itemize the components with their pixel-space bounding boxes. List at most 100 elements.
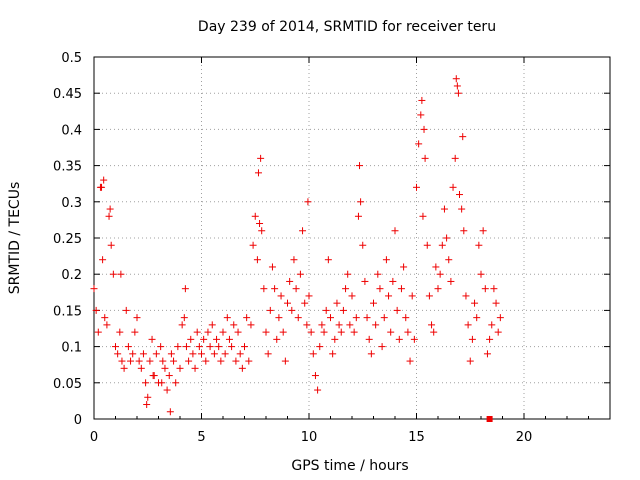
data-point xyxy=(223,314,231,322)
x-tick-label: 5 xyxy=(197,430,205,445)
data-point xyxy=(161,364,169,372)
data-point xyxy=(413,183,420,191)
data-point xyxy=(456,191,463,199)
data-point xyxy=(189,350,197,358)
data-point xyxy=(264,350,272,358)
data-point xyxy=(483,350,491,358)
data-point xyxy=(344,270,352,278)
data-point xyxy=(314,386,322,394)
data-point xyxy=(124,343,132,351)
y-tick-label: 0.35 xyxy=(53,160,82,175)
data-point xyxy=(109,270,117,278)
data-point xyxy=(277,292,285,300)
data-point xyxy=(94,328,102,336)
data-point xyxy=(296,270,304,278)
data-point xyxy=(460,227,468,235)
data-point xyxy=(385,292,393,300)
data-point xyxy=(415,140,423,148)
data-point xyxy=(234,328,242,336)
data-point xyxy=(127,357,135,365)
data-point xyxy=(286,277,294,285)
data-point xyxy=(301,299,309,307)
data-point xyxy=(363,314,371,322)
data-point xyxy=(281,357,289,365)
data-point xyxy=(182,343,190,351)
data-point xyxy=(305,292,313,300)
data-point xyxy=(176,364,184,372)
data-point xyxy=(357,198,365,206)
data-point xyxy=(180,314,188,322)
data-point xyxy=(361,277,369,285)
data-point xyxy=(322,306,330,314)
grid xyxy=(94,57,610,419)
y-tick-label: 0.25 xyxy=(53,232,82,247)
data-point xyxy=(404,328,412,336)
data-point xyxy=(443,234,451,242)
data-point xyxy=(452,75,460,83)
y-axis-label: SRMTID / TECUs xyxy=(7,182,23,295)
data-point xyxy=(359,241,367,249)
data-point xyxy=(428,321,436,329)
x-tick-label: 20 xyxy=(516,430,533,445)
data-point xyxy=(170,357,178,365)
y-tick-label: 0.45 xyxy=(53,87,82,102)
data-point xyxy=(206,343,214,351)
data-point xyxy=(288,306,296,314)
data-point xyxy=(387,328,395,336)
data-point xyxy=(158,379,166,387)
data-point xyxy=(129,350,137,358)
data-point xyxy=(421,154,429,162)
data-point xyxy=(430,328,438,336)
data-point xyxy=(391,227,399,235)
data-point xyxy=(352,314,360,322)
data-point xyxy=(193,328,201,336)
data-point xyxy=(367,350,375,358)
data-point xyxy=(459,133,467,141)
data-point xyxy=(213,335,221,343)
data-point xyxy=(458,205,466,213)
data-point xyxy=(135,357,143,365)
x-tick-label: 15 xyxy=(408,430,425,445)
data-point xyxy=(187,335,195,343)
data-point xyxy=(342,285,350,293)
data-point xyxy=(425,292,433,300)
data-point xyxy=(245,357,253,365)
data-point xyxy=(152,350,160,358)
data-point xyxy=(479,227,487,235)
data-point xyxy=(434,285,442,293)
data-point xyxy=(333,299,341,307)
data-point xyxy=(149,372,157,380)
data-point xyxy=(395,335,403,343)
data-point xyxy=(90,285,98,293)
data-point xyxy=(419,212,427,220)
data-point xyxy=(181,285,189,293)
data-point xyxy=(408,292,416,300)
data-point xyxy=(225,335,233,343)
chart-title: Day 239 of 2014, SRMTID for receiver ter… xyxy=(198,19,496,35)
data-point xyxy=(490,285,498,293)
data-point xyxy=(118,357,126,365)
data-point xyxy=(420,125,428,133)
y-tick-labels: 0 0.05 0.1 0.15 0.2 0.25 0.3 0.35 0.4 0.45 0.5 xyxy=(53,51,82,428)
data-point xyxy=(228,343,236,351)
data-point xyxy=(230,321,238,329)
data-point xyxy=(279,328,287,336)
data-point xyxy=(195,343,203,351)
data-point xyxy=(260,285,268,293)
data-point xyxy=(202,357,210,365)
data-point xyxy=(445,256,453,264)
data-point xyxy=(473,314,481,322)
data-point xyxy=(191,364,199,372)
data-point xyxy=(204,328,212,336)
data-point xyxy=(266,306,274,314)
data-point xyxy=(335,321,343,329)
data-point xyxy=(217,357,225,365)
data-point xyxy=(329,350,337,358)
data-point xyxy=(131,328,139,336)
data-point xyxy=(466,357,474,365)
data-point xyxy=(462,292,470,300)
data-point xyxy=(346,321,354,329)
data-point xyxy=(241,343,248,351)
y-tick-label: 0 xyxy=(74,413,82,428)
